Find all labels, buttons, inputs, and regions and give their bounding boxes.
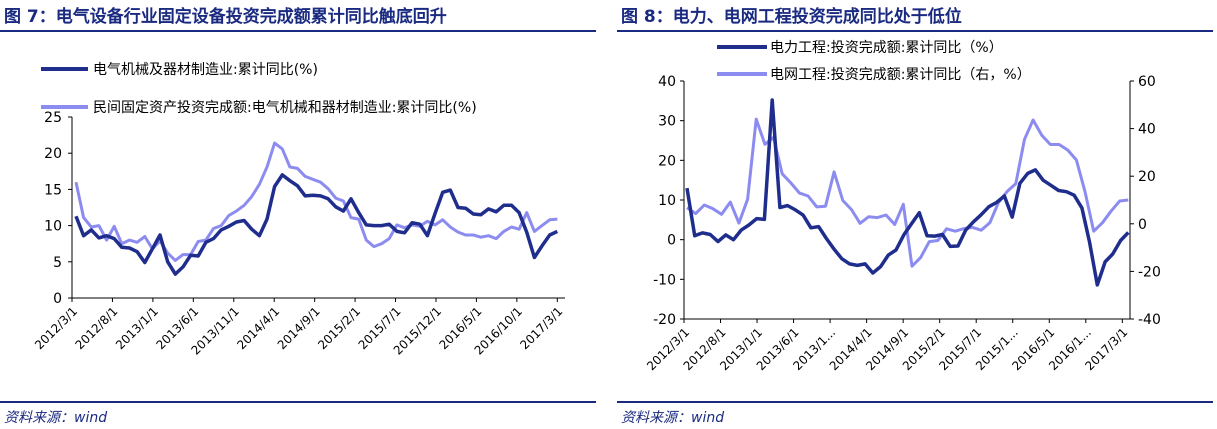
left-legend-label-1: 电气机械及器材制造业:累计同比(%): [93, 62, 318, 78]
right-legend-label-1: 电力工程:投资完成额:累计同比（%）: [770, 40, 1003, 56]
left-x-tick-label: 2017/3/1: [517, 304, 565, 352]
right-right-y-tick-label: 40: [1138, 122, 1156, 138]
right-legend-label-2: 电网工程:投资完成额:累计同比（右，%）: [770, 67, 1031, 83]
right-title-rule: [617, 30, 1213, 32]
left-y-tick-label: 15: [44, 182, 62, 198]
right-series-power-investment: [685, 98, 1130, 287]
right-chart-title: 图 8：电力、电网工程投资完成同比处于低位: [621, 7, 962, 27]
left-series-private-investment: [74, 141, 558, 262]
left-chart-svg: 电气机械及器材制造业:累计同比(%) 民间固定资产投资完成额:电气机械和器材制造业…: [32, 62, 565, 358]
right-series-grid-investment: [686, 117, 1129, 268]
left-series-electrical-machinery: [74, 173, 559, 276]
right-left-y-tick-label: 40: [658, 74, 676, 90]
right-chart-svg: 电力工程:投资完成额:累计同比（%） 电网工程:投资完成额:累计同比（右，%） -2…: [644, 40, 1161, 373]
left-x-tick-label: 2012/3/1: [32, 304, 80, 352]
left-x-tick-label: 2014/9/1: [275, 304, 323, 352]
right-right-y-tick-label: -20: [1138, 264, 1161, 280]
right-left-y-tick-label: -10: [653, 272, 676, 288]
right-left-y-tick-label: 20: [658, 153, 676, 169]
left-y-tick-label: 25: [44, 110, 62, 126]
left-chart-title: 图 7：电气设备行业固定设备投资完成额累计同比触底回升: [4, 7, 447, 27]
left-x-tick-label: 2015/2/1: [315, 304, 363, 352]
left-source-note: 资料来源：wind: [4, 410, 108, 426]
left-x-tick-label: 2013/1/1: [113, 304, 161, 352]
right-source-note: 资料来源：wind: [621, 410, 725, 426]
right-right-y-tick-label: 20: [1138, 169, 1156, 185]
left-y-tick-label: 5: [53, 255, 62, 271]
left-title-rule: [0, 30, 596, 32]
right-left-y-tick-label: 10: [658, 193, 676, 209]
right-right-y-tick-label: 60: [1138, 74, 1156, 90]
left-legend-label-2: 民间固定资产投资完成额:电气机械和器材制造业:累计同比(%): [93, 100, 477, 116]
left-y-tick-label: 20: [44, 146, 62, 162]
right-source-rule: [617, 401, 1213, 403]
right-left-y-tick-label: -20: [653, 312, 676, 328]
right-left-y-tick-label: 0: [667, 233, 676, 249]
left-source-rule: [0, 401, 596, 403]
right-right-y-tick-label: -40: [1138, 312, 1161, 328]
right-right-y-tick-label: 0: [1138, 217, 1147, 233]
left-chart-panel: 图 7：电气设备行业固定设备投资完成额累计同比触底回升 电气机械及器材制造业:累…: [0, 0, 600, 429]
right-chart-panel: 图 8：电力、电网工程投资完成同比处于低位 电力工程:投资完成额:累计同比（%）…: [617, 0, 1217, 429]
left-x-tick-label: 2012/8/1: [73, 304, 121, 352]
left-x-tick-label: 2014/4/1: [234, 304, 282, 352]
left-y-tick-label: 10: [44, 219, 62, 235]
right-left-y-tick-label: 30: [658, 114, 676, 130]
left-y-tick-label: 0: [53, 291, 62, 307]
